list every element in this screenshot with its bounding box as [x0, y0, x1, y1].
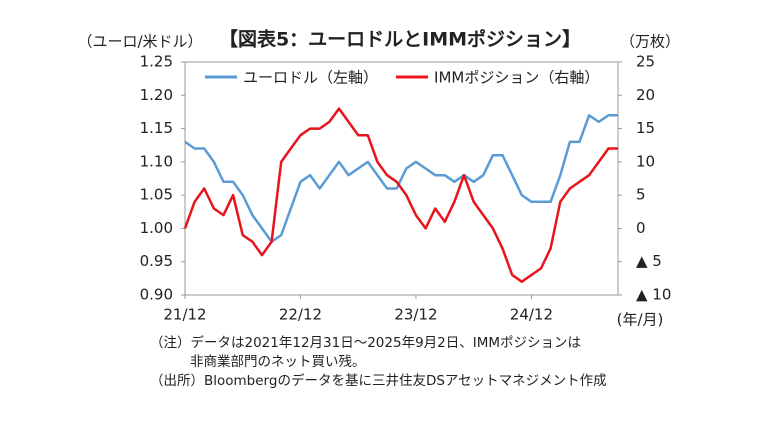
y2-axis-label: （万枚） [620, 33, 680, 51]
y-tick-label: 1.25 [140, 53, 173, 71]
y2-tick-label: 25 [636, 53, 655, 71]
y2-tick-label: 10 [636, 152, 655, 170]
legend-label: IMMポジション（右軸） [434, 69, 599, 87]
y2-tick-label: 15 [636, 119, 655, 137]
legend-label: ユーロドル（左軸） [243, 69, 378, 87]
x-tick-label: 22/12 [279, 306, 322, 324]
y-tick-label: 1.15 [140, 119, 173, 137]
note: 非商業部門のネット買い残。 [190, 354, 366, 370]
plot-frame [184, 61, 619, 296]
x-tick-label: 24/12 [510, 306, 553, 324]
y2-tick-label: ▲ 10 [636, 286, 671, 304]
y-tick-label: 0.95 [140, 252, 173, 270]
y2-tick-label: 5 [636, 186, 646, 204]
series-line [184, 114, 618, 243]
x-tick-label: 21/12 [163, 306, 206, 324]
y-tick-label: 1.05 [140, 186, 173, 204]
series-line [183, 107, 618, 283]
y-tick-label: 0.90 [140, 286, 173, 304]
y-tick-label: 1.20 [140, 86, 173, 104]
y2-tick-label: ▲ 5 [636, 252, 662, 270]
x-axis-label: (年/月) [617, 311, 664, 329]
y2-tick-label: 20 [636, 86, 655, 104]
y-axis-label: （ユーロ/米ドル） [77, 33, 202, 51]
y2-tick-label: 0 [636, 219, 646, 237]
note: （出所）Bloombergのデータを基に三井住友DSアセットマネジメント作成 [150, 372, 607, 389]
chart-title: 【図表5：ユーロドルとIMMポジション】 [219, 28, 581, 51]
note: （注）データは2021年12月31日～2025年9月2日、IMMポジションは [150, 334, 581, 351]
x-tick-label: 23/12 [394, 306, 437, 324]
y-tick-label: 1.00 [140, 219, 173, 237]
y-tick-label: 1.10 [140, 152, 173, 170]
